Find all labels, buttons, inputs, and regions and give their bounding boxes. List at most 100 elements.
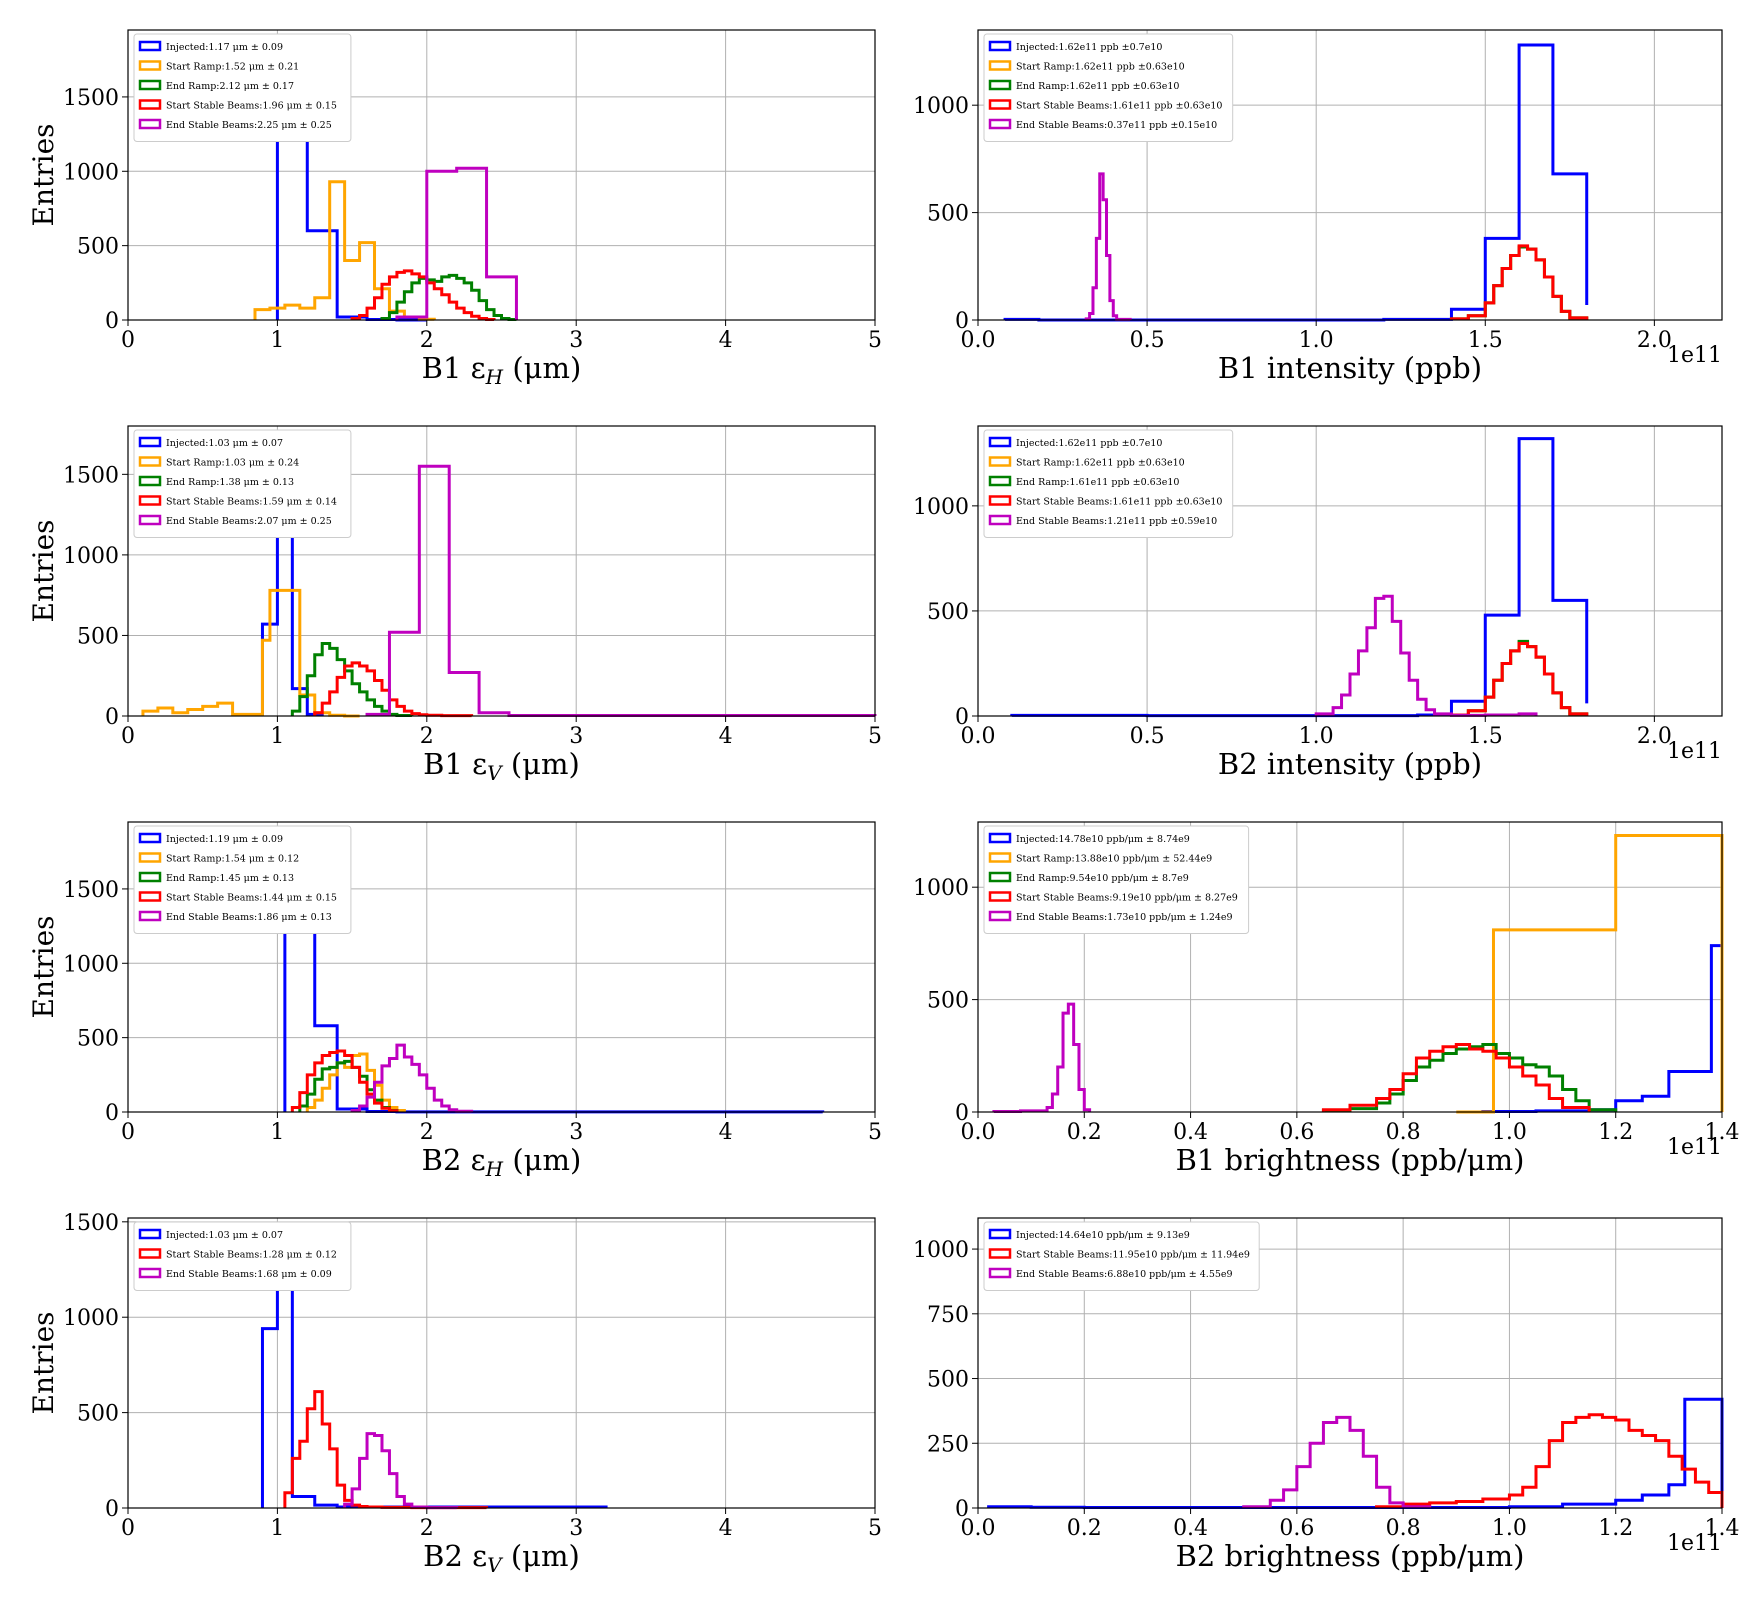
histogram-series-4	[992, 1002, 1092, 1114]
x-tick-label: 1.4	[1705, 1516, 1740, 1541]
legend-swatch	[138, 891, 162, 902]
legend-swatch	[988, 1228, 1012, 1240]
x-tick-label: 0.5	[1130, 724, 1165, 749]
legend-entry: End Stable Beams:6.88e10 ppb/μm ± 4.55e9	[1016, 1269, 1233, 1280]
histogram-series-3	[1321, 1043, 1591, 1112]
x-tick-label: 0.8	[1386, 1120, 1421, 1145]
plot-frame	[977, 1217, 1723, 1509]
legend-swatch	[988, 118, 1012, 130]
chart-panel-b1-eps-h: 0 1 2 3 4 5 0 500 1000 1500 B1 εH (μm) Entries Injec…	[27, 29, 882, 389]
legend-entry: End Stable Beams:2.07 μm ± 0.25	[166, 516, 332, 527]
x-tick-label: 1	[270, 328, 284, 353]
legend-entry: Injected:14.78e10 ppb/μm ± 8.74e9	[1016, 834, 1190, 845]
histogram-series-2	[1321, 1043, 1618, 1113]
legend-swatch	[988, 1267, 1012, 1279]
x-tick-label: 4	[719, 724, 733, 749]
chart-panel-b2-intensity: 0.0 0.5 1.0 1.5 2.0 0 500 1000 B2 intensity (ppb…	[913, 425, 1723, 781]
x-tick-label: 2	[420, 328, 434, 353]
legend-box	[983, 33, 1234, 142]
chart-panel-b2-eps-v: 0 1 2 3 4 5 0 500 1000 1500 B2 εV (μm) Entries Injec…	[27, 1211, 882, 1577]
y-tick-label: 500	[927, 989, 969, 1014]
x-tick-label: 1.4	[1705, 1120, 1740, 1145]
plot-frame	[127, 1217, 876, 1509]
histogram-series-2	[343, 1432, 459, 1510]
x-tick-label: 2	[420, 724, 434, 749]
legend: Injected:1.03 μm ± 0.07 Start Stable Beam…	[133, 1221, 352, 1291]
x-tick-label: 0.0	[961, 724, 996, 749]
legend-swatch	[988, 456, 1012, 467]
legend-swatch	[988, 891, 1012, 902]
legend-swatch	[988, 60, 1012, 71]
y-axis-label: Entries	[27, 123, 60, 226]
x-tick-label: 1.5	[1468, 328, 1503, 353]
legend-swatch	[138, 475, 162, 487]
y-tick-label: 750	[927, 1303, 969, 1328]
plot-frame	[977, 425, 1723, 717]
legend-entry: End Ramp:1.38 μm ± 0.13	[166, 477, 294, 488]
histogram-series-4	[350, 1043, 474, 1113]
plot-frame	[977, 821, 1723, 1113]
legend-swatch	[988, 832, 1012, 844]
histogram-series-0	[987, 1397, 1724, 1509]
x-tick-label: 5	[868, 328, 882, 353]
legend-box	[133, 429, 352, 538]
x-tick-label: 1.5	[1468, 724, 1503, 749]
y-tick-label: 1500	[63, 86, 119, 111]
histogram-series-2	[290, 642, 414, 718]
legend-swatch	[138, 832, 162, 844]
x-tick-label: 1	[270, 1120, 284, 1145]
legend-entry: Start Stable Beams:11.95e10 ppb/μm ± 11.…	[1016, 1250, 1250, 1261]
x-tick-label: 1	[270, 724, 284, 749]
x-axis-label: B1 εV (μm)	[423, 747, 580, 785]
legend-swatch	[988, 475, 1012, 487]
chart-panel-b2-eps-h: 0 1 2 3 4 5 0 500 1000 1500 B2 εH (μm) Entries Injec…	[27, 821, 882, 1181]
legend-swatch	[138, 60, 162, 71]
legend-swatch	[138, 40, 162, 52]
y-tick-label: 1000	[63, 1306, 119, 1331]
plot-frame	[127, 29, 876, 321]
histogram-series-4	[365, 464, 877, 718]
legend-entry: End Ramp:1.45 μm ± 0.13	[166, 873, 294, 884]
histogram-series-2	[1242, 1415, 1432, 1509]
y-tick-label: 1000	[913, 876, 969, 901]
legend-entry: End Ramp:1.62e11 ppb ±0.63e10	[1016, 81, 1179, 92]
legend-swatch	[138, 436, 162, 448]
x-tick-label: 0.2	[1067, 1120, 1102, 1145]
x-axis-multiplier: 1e11	[1667, 1135, 1722, 1160]
y-tick-label: 500	[927, 600, 969, 625]
legend-box	[983, 429, 1234, 538]
y-tick-label: 500	[77, 624, 119, 649]
x-axis-multiplier: 1e11	[1667, 343, 1722, 368]
x-axis-label: B2 intensity (ppb)	[1218, 747, 1482, 781]
legend-entry: Injected:1.03 μm ± 0.07	[166, 438, 283, 449]
x-tick-label: 5	[868, 1120, 882, 1145]
legend-box	[133, 1221, 352, 1291]
histogram-series-1	[1449, 640, 1589, 717]
legend: Injected:1.62e11 ppb ±0.7e10 Start Ramp:1…	[983, 429, 1234, 538]
histogram-series-3	[313, 661, 474, 718]
legend-entry: Injected:1.62e11 ppb ±0.7e10	[1016, 438, 1162, 449]
y-tick-label: 0	[955, 1101, 969, 1126]
legend-entry: Start Stable Beams:9.19e10 ppb/μm ± 8.27…	[1016, 893, 1238, 904]
legend-swatch	[988, 910, 1012, 922]
legend: Injected:14.78e10 ppb/μm ± 8.74e9 Start R…	[983, 825, 1250, 934]
x-tick-label: 1.2	[1598, 1120, 1633, 1145]
legend-entry: Start Ramp:1.62e11 ppb ±0.63e10	[1016, 458, 1185, 469]
histogram-series-4	[1314, 594, 1538, 717]
x-tick-label: 0.6	[1279, 1120, 1314, 1145]
x-tick-label: 0.0	[961, 1120, 996, 1145]
legend-swatch	[988, 1248, 1012, 1259]
x-tick-label: 0.8	[1386, 1516, 1421, 1541]
legend-box	[133, 825, 352, 934]
x-tick-label: 0.4	[1173, 1516, 1208, 1541]
legend: Injected:1.62e11 ppb ±0.7e10 Start Ramp:1…	[983, 33, 1234, 142]
legend-swatch	[138, 852, 162, 863]
x-tick-label: 0	[121, 328, 135, 353]
legend-entry: Start Ramp:1.52 μm ± 0.21	[166, 62, 299, 73]
histogram-series-3	[1449, 642, 1589, 717]
legend-swatch	[138, 871, 162, 883]
plot-frame	[127, 821, 876, 1113]
legend-entry: End Ramp:2.12 μm ± 0.17	[166, 81, 294, 92]
y-tick-label: 0	[955, 309, 969, 334]
x-tick-label: 3	[569, 1516, 583, 1541]
